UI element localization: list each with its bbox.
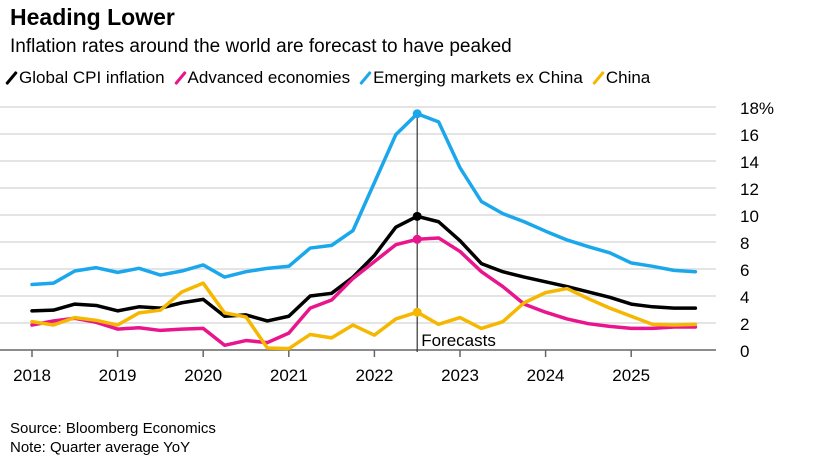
x-tick-label: 2018 bbox=[13, 366, 51, 385]
series-line-0 bbox=[30, 214, 698, 323]
x-tick-label: 2024 bbox=[527, 366, 565, 385]
y-tick-label: 18% bbox=[740, 99, 774, 118]
y-tick-label: 14 bbox=[740, 153, 759, 172]
y-tick-label: 0 bbox=[740, 342, 749, 361]
y-tick-label: 12 bbox=[740, 180, 759, 199]
chart-title: Heading Lower bbox=[10, 4, 175, 30]
legend-label-advanced: Advanced economies bbox=[187, 68, 351, 87]
legend-item-emerging: Emerging markets ex China bbox=[359, 68, 583, 88]
source-note: Source: Bloomberg Economics bbox=[10, 420, 216, 437]
peak-marker-3 bbox=[412, 307, 422, 317]
legend: Global CPI inflation Advanced economies … bbox=[5, 68, 651, 88]
legend-label-global: Global CPI inflation bbox=[19, 68, 165, 87]
peak-marker-2 bbox=[412, 109, 422, 119]
note: Note: Quarter average YoY bbox=[10, 439, 191, 456]
footer: Source: Bloomberg Economics Note: Quarte… bbox=[10, 419, 216, 457]
chart-subtitle: Inflation rates around the world are for… bbox=[10, 36, 512, 57]
y-tick-label: 10 bbox=[740, 207, 759, 226]
legend-item-global: Global CPI inflation bbox=[5, 68, 165, 88]
legend-item-advanced: Advanced economies bbox=[173, 68, 351, 88]
x-tick-label: 2022 bbox=[355, 366, 393, 385]
peak-marker-0 bbox=[412, 211, 422, 221]
y-tick-label: 8 bbox=[740, 234, 749, 253]
peak-marker-1 bbox=[412, 234, 422, 244]
y-tick-label: 6 bbox=[740, 261, 749, 280]
legend-label-china: China bbox=[605, 68, 651, 87]
x-tick-label: 2019 bbox=[99, 366, 137, 385]
forecast-label: Forecasts bbox=[421, 331, 496, 350]
legend-label-emerging: Emerging markets ex China bbox=[373, 68, 583, 87]
series-line-2 bbox=[30, 112, 698, 287]
series-line-1 bbox=[30, 236, 698, 348]
legend-item-china: China bbox=[592, 68, 651, 88]
x-tick-label: 2025 bbox=[612, 366, 650, 385]
y-tick-label: 16 bbox=[740, 126, 759, 145]
x-tick-label: 2023 bbox=[441, 366, 479, 385]
y-tick-label: 2 bbox=[740, 315, 749, 334]
y-tick-label: 4 bbox=[740, 288, 749, 307]
x-tick-label: 2021 bbox=[270, 366, 308, 385]
x-tick-label: 2020 bbox=[184, 366, 222, 385]
series-line-3 bbox=[30, 281, 698, 351]
